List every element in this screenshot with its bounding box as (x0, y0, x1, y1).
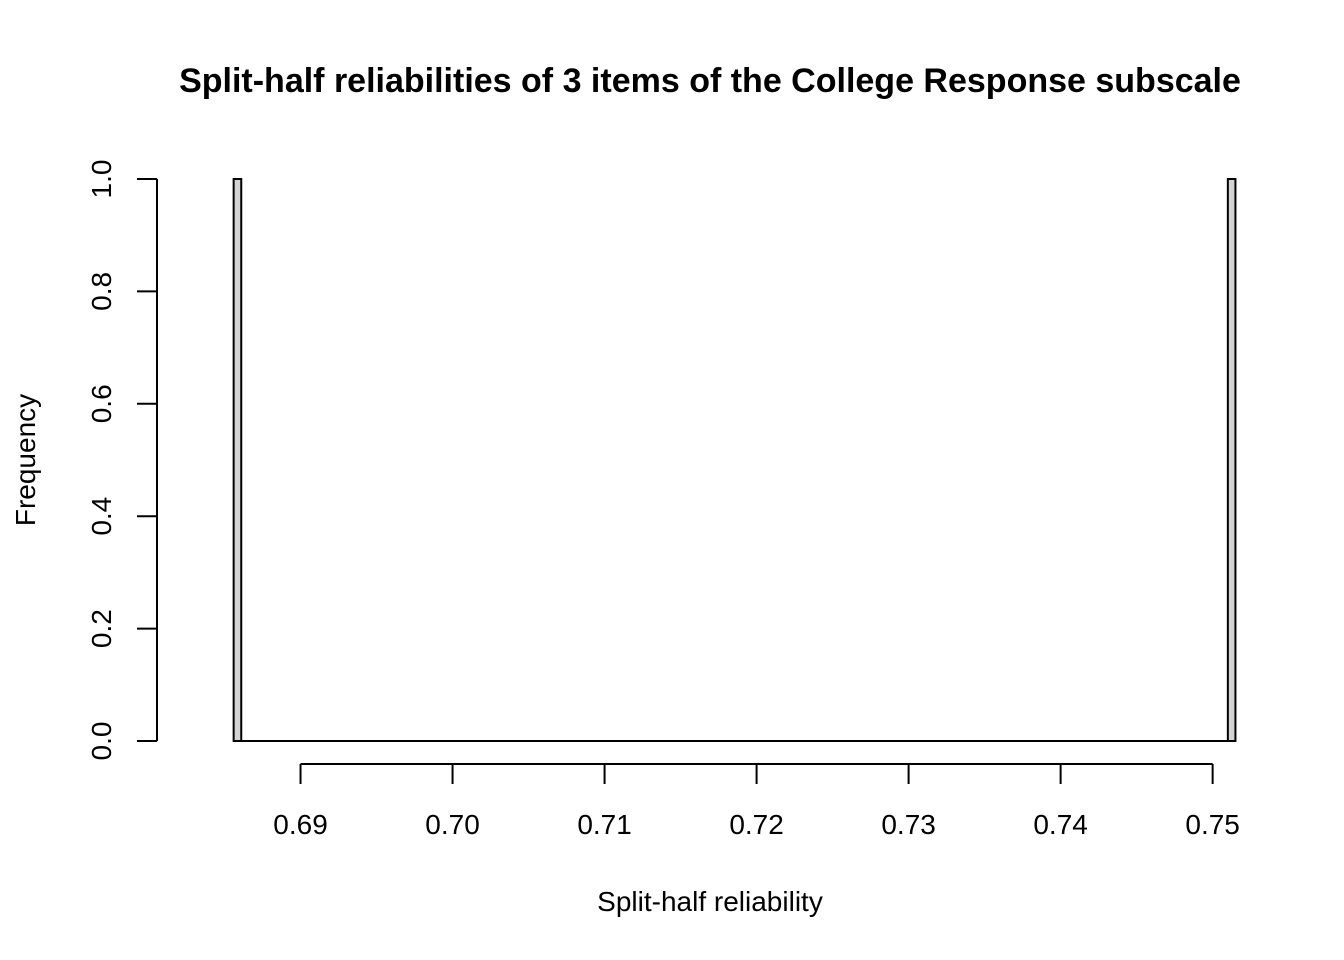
x-tick-label: 0.75 (1185, 809, 1240, 840)
x-tick-label: 0.71 (577, 809, 632, 840)
x-tick-label: 0.70 (425, 809, 480, 840)
x-tick-label: 0.69 (273, 809, 328, 840)
x-tick-label: 0.73 (881, 809, 936, 840)
x-axis: 0.69 0.70 0.71 0.72 0.73 0.74 0.75 (273, 763, 1240, 840)
y-tick-label: 0.8 (86, 272, 117, 311)
y-tick-label: 0.6 (86, 384, 117, 423)
histogram-bars (232, 178, 1237, 742)
x-tick-label: 0.72 (729, 809, 784, 840)
y-tick-label: 1.0 (86, 160, 117, 199)
x-axis-label: Split-half reliability (597, 886, 823, 917)
y-axis: 0.0 0.2 0.4 0.6 0.8 1.0 (86, 160, 158, 761)
y-tick-label: 0.0 (86, 722, 117, 761)
y-tick-label: 0.2 (86, 609, 117, 648)
histogram-bar-2 (1226, 178, 1237, 742)
chart-title: Split-half reliabilities of 3 items of t… (179, 62, 1241, 100)
x-tick-label: 0.74 (1033, 809, 1088, 840)
y-tick-label: 0.4 (86, 497, 117, 536)
y-axis-label: Frequency (10, 394, 41, 526)
histogram-bar-1 (232, 178, 243, 742)
